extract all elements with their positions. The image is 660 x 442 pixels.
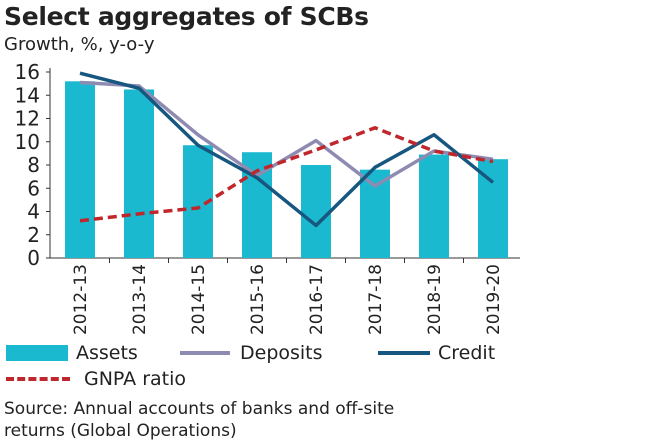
legend-credit: Credit	[378, 342, 495, 364]
legend-gnpa: GNPA ratio	[6, 368, 186, 390]
source-line: Source: Annual accounts of banks and off…	[4, 398, 394, 420]
x-tick-label: 2018-19	[425, 264, 445, 335]
source-line: returns (Global Operations)	[4, 420, 394, 442]
legend-label: Credit	[438, 342, 495, 364]
legend-label: Deposits	[240, 342, 323, 364]
legend-assets: Assets	[6, 342, 138, 364]
y-tick-label: 16	[15, 60, 40, 84]
assets-swatch-icon	[6, 345, 68, 361]
x-tick-label: 2012-13	[71, 264, 91, 335]
legend-label: Assets	[76, 342, 138, 364]
y-tick-label: 6	[27, 176, 40, 200]
bar-assets	[301, 165, 331, 258]
legend-deposits: Deposits	[180, 342, 323, 364]
y-tick-label: 0	[27, 246, 40, 270]
y-tick-label: 10	[15, 130, 40, 154]
bar-assets	[360, 170, 390, 258]
y-tick-label: 12	[15, 107, 40, 131]
gnpa-dash-icon	[6, 377, 70, 381]
bar-assets	[124, 89, 154, 258]
bar-assets	[65, 81, 95, 258]
deposits-line-icon	[180, 351, 230, 355]
credit-line-icon	[378, 351, 430, 355]
x-tick-label: 2013-14	[130, 264, 150, 335]
x-tick-label: 2014-15	[189, 264, 209, 335]
x-tick-label: 2017-18	[366, 264, 386, 335]
y-tick-label: 4	[27, 200, 40, 224]
x-tick-label: 2015-16	[248, 264, 268, 335]
x-tick-label: 2016-17	[307, 264, 327, 335]
legend-label: GNPA ratio	[84, 368, 186, 390]
y-tick-label: 8	[27, 153, 40, 177]
bar-assets	[419, 155, 449, 258]
y-tick-label: 14	[15, 83, 40, 107]
x-tick-label: 2019-20	[484, 264, 504, 335]
source-note: Source: Annual accounts of banks and off…	[4, 398, 394, 442]
y-tick-label: 2	[27, 223, 40, 247]
